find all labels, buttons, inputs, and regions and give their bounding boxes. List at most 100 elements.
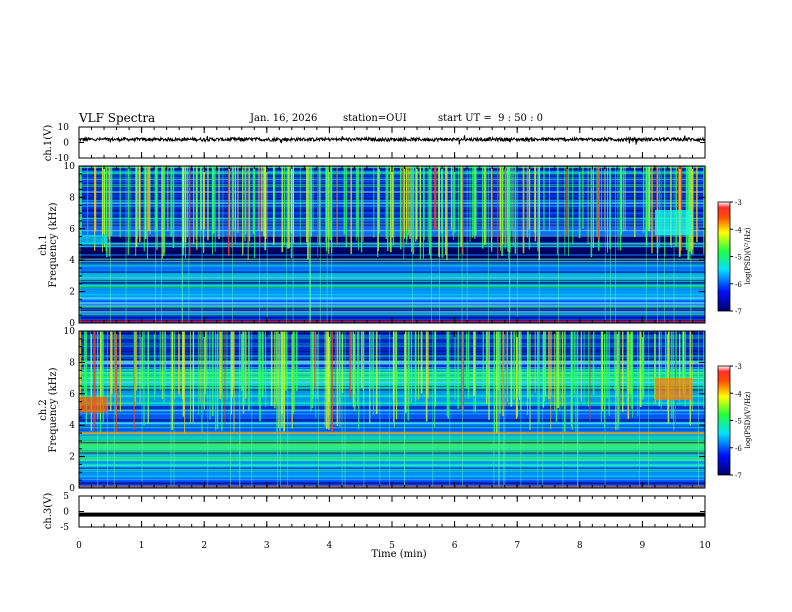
ch1-spectrogram-sferic [110, 166, 113, 236]
ch2-spectrogram-sferic [93, 331, 95, 433]
ch2-spectrogram-sferic [493, 331, 495, 433]
ch1-spectrogram-sferic [624, 166, 626, 231]
ch2-spectrogram-stripe [79, 358, 705, 361]
ch1-spectrogram-sferic [199, 166, 201, 247]
ch2-spectrogram-sferic [668, 331, 670, 423]
ch2-spectrogram-sferic [312, 331, 314, 399]
ch1-spectrogram-sferic [659, 166, 661, 249]
ch2-spectrogram-sferic [632, 331, 633, 418]
ch1-spectrogram-spike [161, 166, 162, 323]
ch2-spectrogram-sferic [153, 331, 155, 400]
ch1-spectrogram-sferic [601, 166, 602, 230]
ch1-spectrogram-sferic [245, 166, 247, 235]
ch1-colorbar-tick-label: -3 [735, 199, 742, 207]
ch2-spectrogram-sferic [358, 331, 360, 430]
ch1-spectrogram-sferic [329, 166, 332, 241]
ch2-spectrogram-stripe [79, 459, 705, 462]
ch1-spectrogram-spike [645, 166, 647, 323]
ch2-spectrogram-ytick-label: 6 [69, 390, 75, 400]
ch1-spectrogram-sferic [103, 166, 106, 248]
ch2-spectrogram-sferic [258, 331, 260, 406]
ch1-spectrogram-sferic [460, 166, 462, 247]
ch1-waveform-panel: 10 0 -10 ch.1(V) [43, 123, 706, 164]
ch1-spectrogram-stripe [79, 245, 705, 248]
ch1-spectrogram-stripe [79, 265, 705, 267]
ch2-spectrogram-sferic [231, 331, 234, 398]
ch1-spectrogram-sferic [427, 166, 429, 242]
ch2-spectrogram-sferic [219, 331, 222, 400]
ch1-spectrogram-sferic [596, 166, 598, 238]
ch1-spectrogram-sferic [167, 166, 169, 232]
ch1-spectrogram-sferic [214, 166, 216, 252]
ch2-spectrogram-sferic [457, 331, 459, 409]
ch1-spectrogram-sferic [290, 166, 293, 234]
ch2-colorbar-tick-label: -6 [735, 445, 742, 453]
ch1-spectrogram-sferic [129, 166, 131, 244]
ch1-spectrogram-sferic [293, 166, 294, 237]
ch1-spectrogram-spike [326, 166, 328, 323]
ch2-spectrogram-sferic [527, 331, 529, 399]
ch2-spectrogram-stripe [79, 446, 705, 448]
ch1-spectrogram-stripe [79, 310, 705, 313]
ch2-spectrogram-sferic [373, 331, 375, 415]
ch2-freq-label-line2: Frequency (kHz) [48, 367, 59, 452]
ch2-spectrogram-sferic [139, 331, 141, 404]
ch1-spectrogram-sferic [307, 166, 309, 260]
ch1-spectrogram-sferic [138, 166, 140, 230]
ch1-spectrogram-spike [557, 166, 559, 323]
x-tick-label: 9 [640, 541, 646, 551]
ch2-spectrogram-sferic [291, 331, 293, 429]
ch2-spectrogram-stripe [79, 477, 705, 479]
ch1-spectrogram-sferic [446, 166, 448, 261]
ch1-spectrogram-sferic [161, 166, 163, 259]
ch1-spectrogram-spike [615, 166, 616, 323]
ch1-spectrogram-sferic [428, 166, 431, 256]
ch1-spectrogram-sferic [677, 166, 680, 235]
x-tick-label: 8 [577, 541, 583, 551]
ch1-spectrogram-spike [430, 166, 432, 323]
ch2-spectrogram-sferic [561, 331, 564, 407]
ch1-spectrogram-ytick-label: 0 [69, 319, 75, 329]
ch1-spectrogram-sferic [87, 166, 89, 243]
ch1-spectrogram-sferic [621, 166, 623, 235]
ch1-spectrogram-sferic [310, 166, 312, 237]
x-tick-label: 1 [139, 541, 145, 551]
ch2-spectrogram-spike [404, 331, 406, 488]
ch1-spectrogram-spike [487, 166, 489, 323]
ch1-spectrogram-sferic [409, 166, 411, 240]
ch1-waveform-trace [79, 135, 706, 145]
ch1-spectrogram-sferic [549, 166, 550, 231]
ch1-spectrogram-sferic [403, 166, 406, 239]
ch2-spectrogram-sferic [408, 331, 410, 404]
ch2-spectrogram-sferic [278, 331, 281, 432]
ch1-spectrogram-stripe [79, 305, 705, 307]
ch2-spectrogram-stripe [79, 406, 705, 408]
ch1-spectrogram-stripe [79, 307, 705, 309]
ch2-spectrogram-stripe [79, 475, 705, 478]
ch1-spectrogram-sferic [537, 166, 539, 252]
ch1-spectrogram-sferic [234, 166, 236, 244]
ch2-spectrogram-sferic [601, 331, 603, 404]
ch1-spectrogram-spike [690, 166, 692, 323]
ch1-spectrogram-stripe [79, 243, 705, 245]
ch2-spectrogram-sferic [369, 331, 371, 389]
ch2-spectrogram-sferic [314, 331, 316, 389]
ch2-spectrogram-band-line [79, 432, 705, 435]
ch2-spectrogram-spike [503, 331, 505, 488]
ch2-spectrogram-sferic [529, 331, 531, 431]
ch2-spectrogram-sferic [85, 331, 88, 423]
ch1-spectrogram-sferic [185, 166, 186, 259]
ch2-spectrogram-sferic [259, 331, 261, 422]
ch1-spectrogram-sferic [660, 166, 662, 235]
ch2-spectrogram-sferic [684, 331, 686, 407]
ch1-spectrogram-stripe [79, 293, 705, 296]
ch1-spectrogram-sferic [143, 166, 145, 252]
ch1-spectrogram-sferic [144, 166, 147, 240]
ch1-spectrogram-sferic [491, 166, 493, 236]
ch1-spectrogram-stripe [79, 253, 705, 256]
ch2-spectrogram-sferic [395, 331, 397, 400]
ch2-spectrogram-sferic [473, 331, 475, 396]
ch1-spectrogram-sferic [213, 166, 215, 234]
ch1-spectrogram-sferic [422, 166, 425, 259]
